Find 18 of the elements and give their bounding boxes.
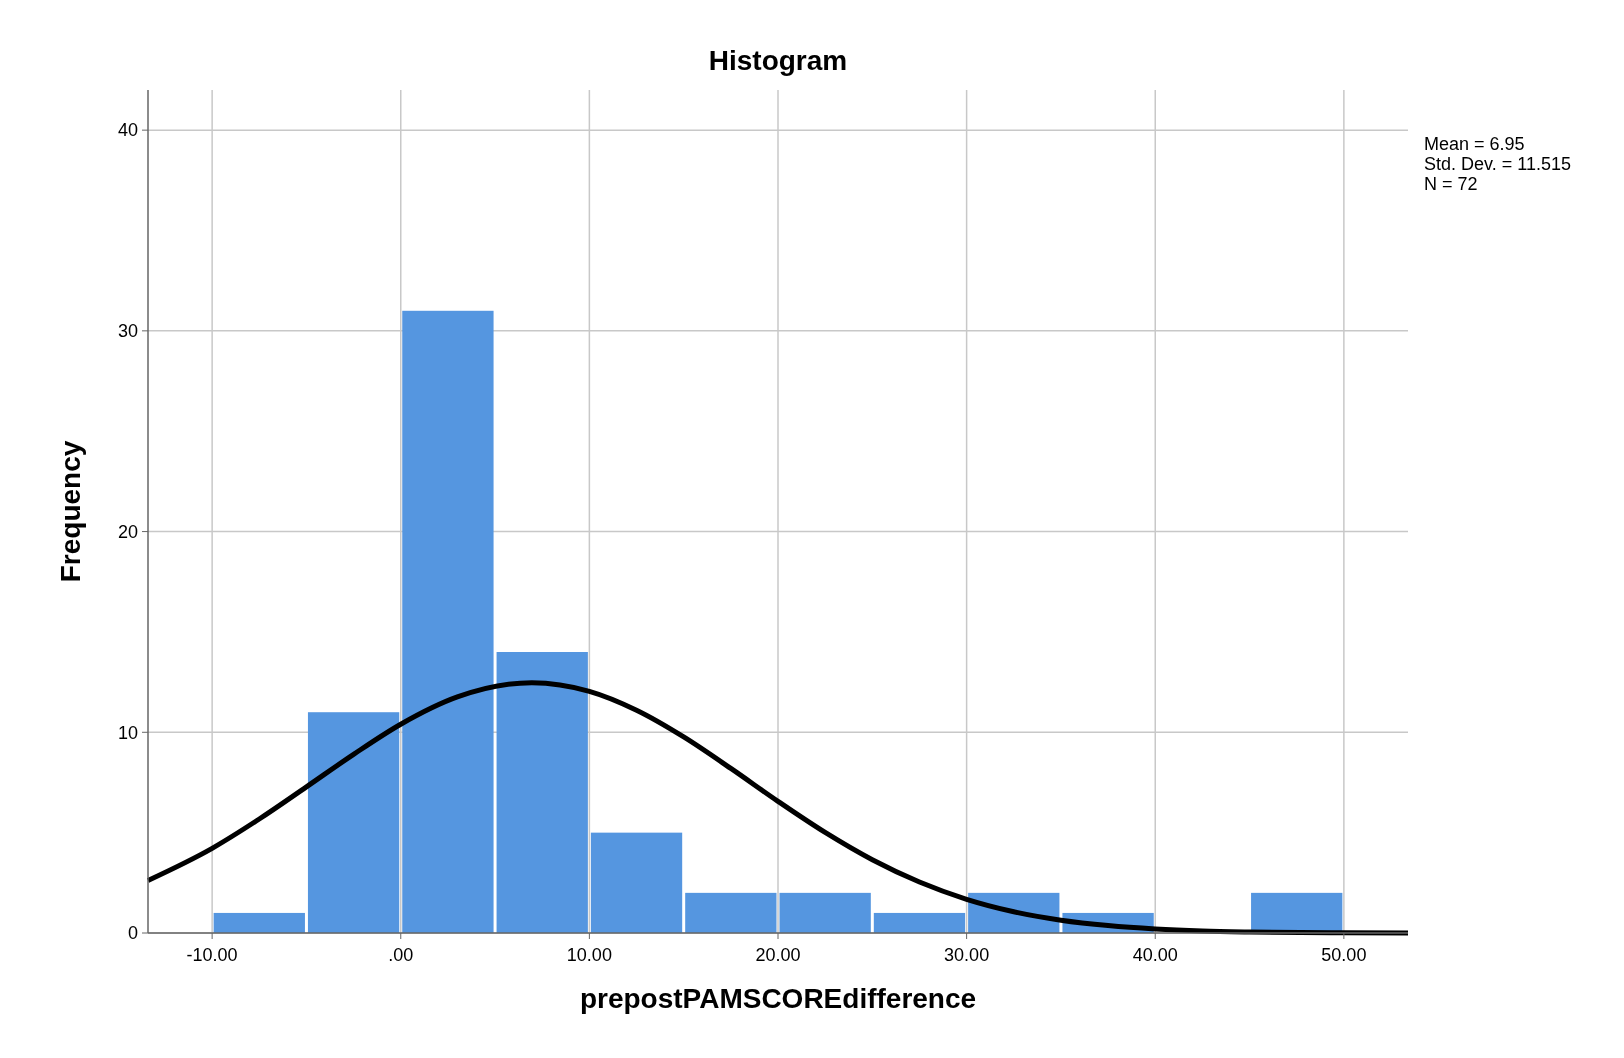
text: Mean = 6.95 [1424,134,1525,154]
y-tick-label: 0 [127,923,138,944]
y-tick-label: 10 [117,722,138,743]
x-tick-label: 30.00 [944,945,990,965]
y-tick-label: 30 [117,321,138,342]
x-axis-title: prepostPAMSCOREdifference [579,983,977,1014]
y-tick-label: 20 [117,521,138,542]
text: Std. Dev. = 11.515 [1424,154,1571,174]
y-tick-label: 40 [117,120,138,141]
x-tick-label: -10.00 [186,945,238,965]
x-tick-label: 50.00 [1321,945,1367,965]
x-tick-label: 10.00 [566,945,612,965]
chart-title: Histogram [708,45,848,76]
x-tick-label: 40.00 [1132,945,1178,965]
text: N = 72 [1424,174,1478,194]
x-tick-label: .00 [388,945,414,965]
x-tick-label: 20.00 [755,945,801,965]
y-axis-title: Frequency [55,440,86,583]
